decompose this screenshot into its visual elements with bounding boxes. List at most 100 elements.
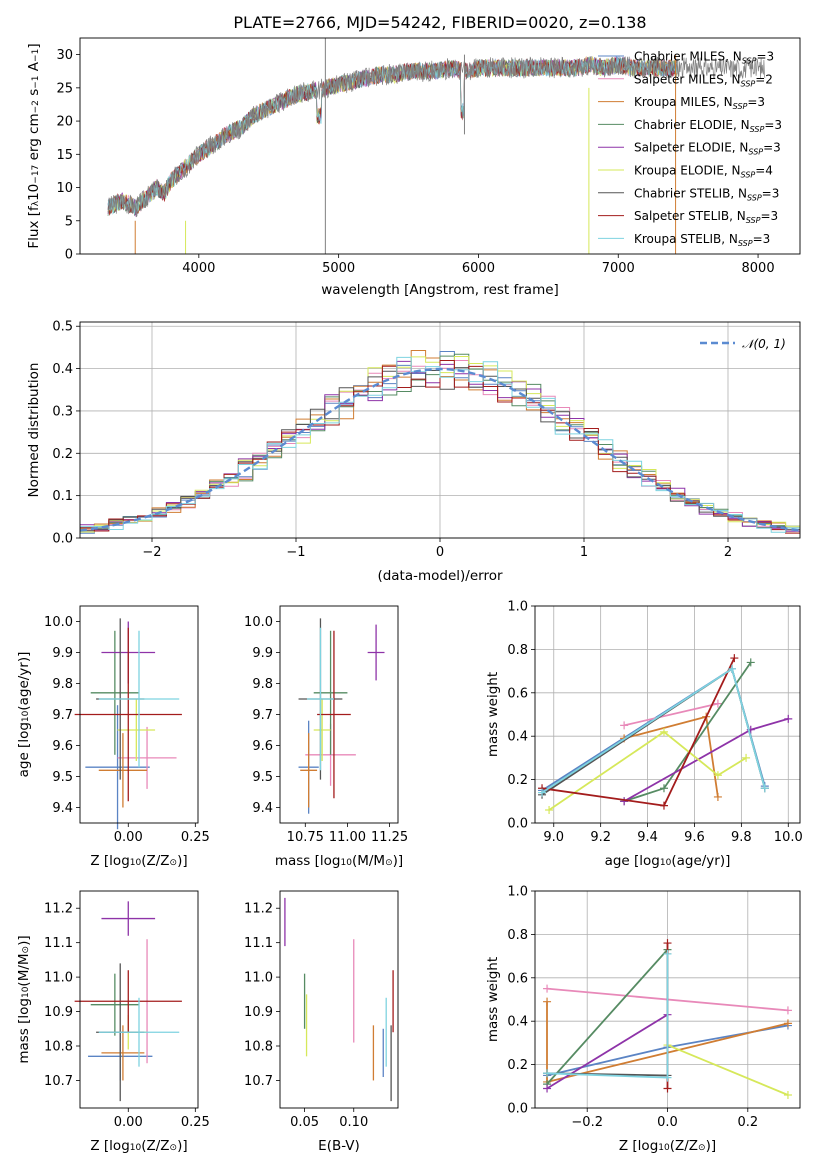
series-marker-3 [746,658,755,667]
x-tick-label: 5000 [322,261,355,276]
x-axis-label-part: )] [706,1138,717,1154]
y-tick-label: 10.8 [44,1040,73,1055]
data-spectrum-line [107,55,766,218]
y-axis-label: Normed distribution [26,363,42,498]
y-axis-label-part: (age/yr)] [16,652,32,711]
x-axis-label: wavelength [Angstrom, rest frame] [321,282,559,298]
x-tick-label: 0.25 [181,1115,210,1130]
series-marker-8 [663,949,672,958]
y-axis-label-part: (M/M [16,953,32,986]
x-axis-label-part: E(B-V) [318,1138,360,1154]
y-axis-label-part: 10 [21,986,31,998]
y-tick-label: 11.0 [244,971,273,986]
x-axis-label-part: )] [393,853,404,869]
legend-label-sub: SSP [748,148,763,157]
x-axis-label: (data-model)/error [377,568,503,584]
y-tick-label: 0.0 [507,817,528,832]
series-marker-8 [543,1069,552,1078]
x-axis-label-part: 10 [130,858,142,868]
series-marker-5 [545,805,554,814]
y-tick-label: 15 [56,148,73,163]
x-tick-label: 0 [436,545,444,560]
y-tick-label: 10 [56,181,73,196]
y-tick-label: 1.0 [507,885,528,900]
x-tick-label: −1 [286,545,305,560]
x-axis-label: Z [log10(Z/Z⊙)] [90,853,187,869]
legend-label-text: Kroupa MILES, N [634,95,733,109]
x-axis-label-part: 10 [340,858,352,868]
y-tick-label: 0.2 [507,773,528,788]
legend-label-text: Salpeter STELIB, N [634,209,746,223]
x-axis-label-part: Z [log [619,1138,658,1154]
x-tick-label: 0.10 [339,1115,368,1130]
y-axis-label-part: ⊙ [21,946,31,954]
legend-label-text: Chabrier MILES, N [634,50,742,64]
y-axis-label-part: λ [31,200,41,206]
series-line-6 [541,667,766,796]
y-tick-label: 9.9 [52,646,73,661]
y-tick-label: 10.7 [244,1074,273,1089]
series-marker-1 [543,984,552,993]
legend-label-normal: 𝒩(0, 1) [742,337,786,351]
x-axis-label-part: (Z/Z [141,853,169,869]
legend-label-text: Chabrier STELIB, N [634,186,747,200]
legend-label-tail: =3 [763,141,781,155]
legend-label-6: Chabrier STELIB, NSSP=3 [634,186,779,202]
y-tick-label: 9.4 [252,801,273,816]
y-tick-label: 11.2 [44,902,73,917]
normal-reference-curve [80,367,800,532]
y-tick-label: 10.8 [244,1040,273,1055]
mass-vs-EBV-panel: 0.05 0.10 10.7 10.8 10.9 11.0 11.1 11.2 E(B-V) [244,890,399,1154]
series-marker-8 [727,664,736,673]
y-tick-label: 11.0 [44,971,73,986]
x-tick-label: 0.2 [737,1115,758,1130]
x-axis-label-part: )] [177,1138,188,1154]
x-axis-label-part: (Z/Z [670,1138,698,1154]
series-marker-1 [783,1006,792,1015]
legend-label-sub: SSP [746,216,761,225]
legend-label-2: Kroupa MILES, NSSP=3 [634,95,765,111]
legend-label-text: Salpeter MILES, N [634,72,741,86]
y-tick-label: 30 [56,48,73,63]
legend-label-text: Kroupa STELIB, N [634,232,738,246]
y-axis-label: mass [log10(M/M⊙)] [16,935,32,1063]
y-tick-label: 11.1 [244,936,273,951]
x-axis-label-part: 10 [658,1143,670,1153]
axes-frame [79,321,801,539]
y-tick-label: 10.0 [44,615,73,630]
y-tick-label: 10.9 [44,1005,73,1020]
legend-label-tail: =3 [756,50,774,64]
series-line-5 [667,1044,789,1096]
y-axis-label-part: −1 [31,75,41,88]
axes-frame [79,890,199,1109]
x-tick-label: 9.4 [637,830,658,845]
x-axis-label: age [log10(age/yr)] [605,853,731,869]
series-line-4 [546,1013,668,1090]
legend-label-0: Chabrier MILES, NSSP=3 [634,50,774,66]
y-tick-label: 10.7 [44,1074,73,1089]
y-axis-label-part: s [26,89,42,100]
histogram-bars [80,350,800,534]
y-tick-label: 0.8 [507,928,528,943]
y-axis-label-part: mass weight [485,957,501,1042]
y-tick-label: 0.2 [52,447,73,462]
legend-label-sub: SSP [733,102,748,111]
y-axis-label: Flux [fλ10−17 erg cm−2 s−1 A−1] [26,43,42,248]
figure-title: PLATE=2766, MJD=54242, FIBERID=0020, z=0… [233,13,646,32]
x-tick-label: 0.00 [114,1115,143,1130]
y-axis-label-part: A [26,61,42,75]
y-tick-label: 0.0 [52,532,73,547]
series-marker-4 [620,797,629,806]
x-tick-label: 9.8 [731,830,752,845]
x-tick-label: 9.6 [684,830,705,845]
legend-label-text: Salpeter ELODIE, N [634,141,748,155]
series-marker-4 [784,714,793,723]
x-axis-label-part: age [log [605,853,660,869]
legend-label-sub: SSP [738,239,753,248]
legend-label-tail: =3 [760,209,778,223]
axes-frame [279,605,399,824]
y-tick-label: 0 [65,248,73,263]
y-tick-label: 9.7 [252,708,273,723]
